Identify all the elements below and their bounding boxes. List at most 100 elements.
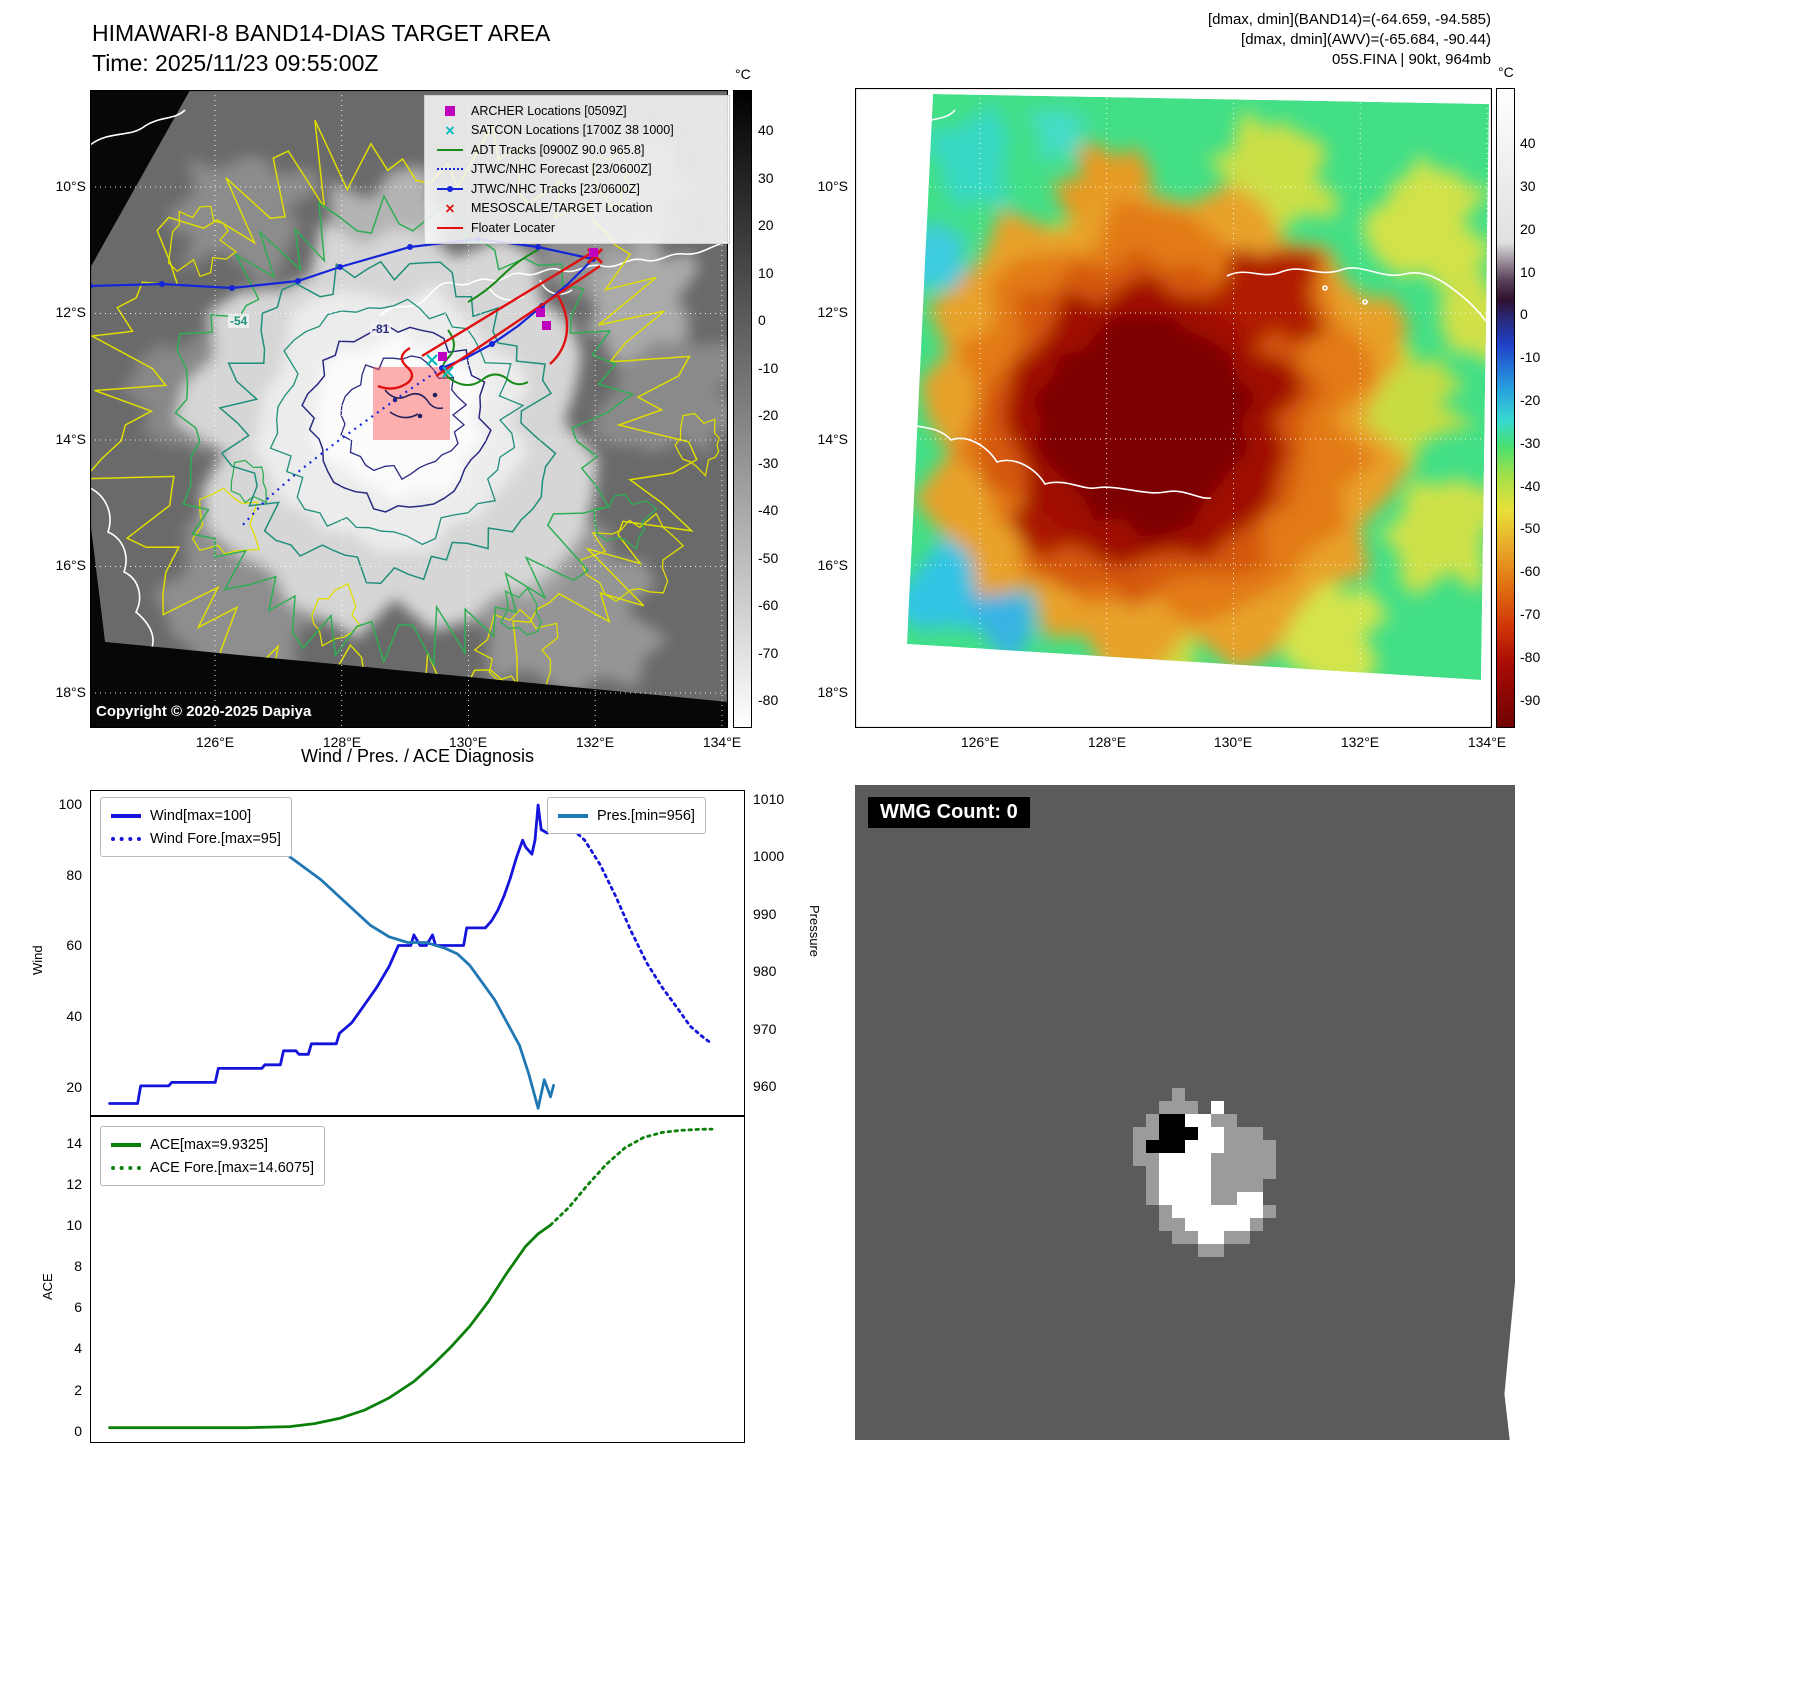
colorbar-unit: °C	[735, 66, 751, 82]
legend-label: ADT Tracks [0900Z 90.0 965.8]	[471, 142, 645, 157]
map-frame	[854, 87, 1493, 729]
cb-tick: -10	[1520, 349, 1541, 365]
lat-tick: 12°S	[55, 304, 86, 320]
archer-markers	[438, 248, 598, 361]
cb-tick: 10	[758, 265, 774, 281]
dmax-band14-text: [dmax, dmin](BAND14)=(-64.659, -94.585)	[1207, 11, 1491, 28]
wind-line-icon	[111, 813, 141, 818]
lon-tick: 132°E	[1340, 734, 1380, 750]
lat-tick: 18°S	[817, 684, 848, 700]
lat-tick: 16°S	[55, 557, 86, 573]
pressure-tick: 990	[753, 906, 777, 922]
ace-tick: 14	[66, 1135, 82, 1151]
jtwc-track-icon	[433, 185, 467, 192]
cb-tick: -70	[1520, 606, 1541, 622]
chart-title: Wind / Pres. / ACE Diagnosis	[300, 746, 535, 766]
diagnostic-header: [dmax, dmin](BAND14)=(-64.659, -94.585) …	[1011, 10, 1491, 70]
lat-tick: 10°S	[55, 178, 86, 194]
wind-tick: 100	[58, 796, 82, 812]
ace-fore-line-icon	[111, 1165, 141, 1170]
wmg-blob	[1120, 1088, 1302, 1257]
lon-tick: 132°E	[575, 734, 615, 750]
adt-track	[441, 249, 539, 386]
jtwc-forecast-track	[239, 367, 443, 529]
cb-tick: -50	[758, 550, 779, 566]
lon-tick: 134°E	[1467, 734, 1507, 750]
legend-label: ARCHER Locations [0509Z]	[471, 103, 627, 118]
wind-axis-label: Wind	[30, 945, 45, 975]
ace-series	[108, 1127, 714, 1430]
cb-tick: 0	[1520, 306, 1528, 322]
ace-legend: ACE[max=9.9325] ACE Fore.[max=14.6075]	[100, 1126, 326, 1186]
cb-tick: 0	[758, 312, 766, 328]
lon-tick: 134°E	[702, 734, 742, 750]
jtwc-forecast-icon	[433, 168, 467, 171]
wmg-panel: WMG Count: 0	[855, 785, 1515, 1440]
dmax-awv-text: [dmax, dmin](AWV)=(-65.684, -90.44)	[1241, 31, 1491, 48]
wind-tick: 20	[66, 1079, 82, 1095]
satcon-markers	[426, 354, 454, 378]
inner-contour-squiggles	[384, 389, 444, 419]
wind-legend: Wind[max=100] Wind Fore.[max=95]	[100, 797, 292, 857]
ace-tick: 10	[66, 1217, 82, 1233]
lon-tick: 126°E	[960, 734, 1000, 750]
storm-id-text: 05S.FINA | 90kt, 964mb	[1332, 51, 1491, 68]
legend-label: JTWC/NHC Forecast [23/0600Z]	[471, 162, 652, 177]
adt-track-icon	[433, 148, 467, 151]
lat-tick: 14°S	[55, 431, 86, 447]
band14-colorbar	[733, 90, 752, 728]
cb-tick: -90	[1520, 692, 1541, 708]
wind-tick: 80	[66, 867, 82, 883]
cb-tick: 40	[758, 122, 774, 138]
cb-tick: 20	[758, 217, 774, 233]
ace-tick: 6	[74, 1299, 82, 1315]
timestamp: Time: 2025/11/23 09:55:00Z	[92, 50, 379, 76]
contour-label-81: -81	[370, 322, 392, 336]
pressure-line-icon	[558, 813, 588, 818]
map-frame	[89, 89, 729, 729]
awv-map	[854, 87, 1493, 729]
cb-tick: 40	[1520, 135, 1536, 151]
archer-marker-icon	[433, 105, 467, 116]
wind-fore-line-icon	[111, 836, 141, 841]
graticule	[855, 88, 1492, 728]
lat-tick: 16°S	[817, 557, 848, 573]
coastline-corner	[89, 109, 186, 146]
legend-label: SATCON Locations [1700Z 38 1000]	[471, 123, 674, 138]
legend-label: ACE Fore.[max=14.6075]	[150, 1159, 315, 1176]
awv-map-art	[854, 87, 1493, 729]
wind-tick: 40	[66, 1008, 82, 1024]
lat-tick: 18°S	[55, 684, 86, 700]
legend-label: JTWC/NHC Tracks [23/0600Z]	[471, 181, 640, 196]
cb-tick: 30	[758, 170, 774, 186]
cb-tick: -40	[1520, 478, 1541, 494]
colorbar-unit: °C	[1498, 64, 1514, 80]
lon-tick: 128°E	[322, 734, 362, 750]
pressure-tick: 970	[753, 1021, 777, 1037]
cb-tick: -40	[758, 502, 779, 518]
lon-tick: 130°E	[1213, 734, 1253, 750]
legend-label: MESOSCALE/TARGET Location	[471, 201, 653, 216]
coastline	[90, 241, 728, 649]
lat-tick: 14°S	[817, 431, 848, 447]
pressure-legend: Pres.[min=956]	[547, 797, 706, 834]
map-legend: ARCHER Locations [0509Z] ✕ SATCON Locatio…	[424, 95, 730, 244]
wmg-count-badge: WMG Count: 0	[868, 797, 1030, 828]
cb-tick: -70	[758, 645, 779, 661]
legend-label: Wind Fore.[max=95]	[150, 830, 281, 847]
lon-tick: 126°E	[195, 734, 235, 750]
pressure-tick: 960	[753, 1078, 777, 1094]
legend-label: Wind[max=100]	[150, 807, 252, 824]
cb-tick: -50	[1520, 520, 1541, 536]
cb-tick: -30	[1520, 435, 1541, 451]
pressure-tick: 1000	[753, 848, 785, 864]
page-title: HIMAWARI-8 BAND14-DIAS TARGET AREA	[92, 20, 551, 46]
copyright-text: Copyright © 2020-2025 Dapiya	[96, 703, 312, 720]
lat-tick: 10°S	[817, 178, 848, 194]
pressure-tick: 980	[753, 963, 777, 979]
cb-tick: -80	[758, 692, 779, 708]
lat-tick: 12°S	[817, 304, 848, 320]
awv-colorbar	[1496, 88, 1515, 728]
cb-tick: 20	[1520, 221, 1536, 237]
